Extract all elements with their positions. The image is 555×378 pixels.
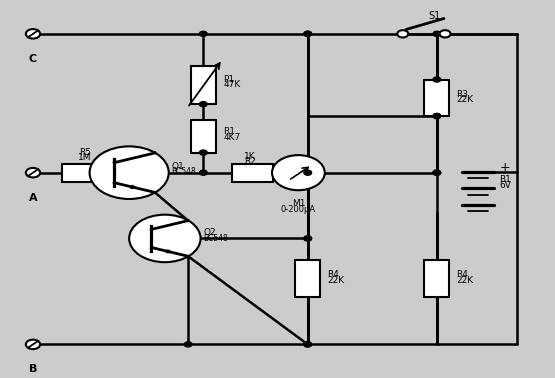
Circle shape — [304, 31, 311, 36]
Circle shape — [433, 170, 441, 175]
Circle shape — [26, 29, 40, 39]
Text: +: + — [500, 161, 510, 174]
Text: 22K: 22K — [327, 276, 345, 285]
Circle shape — [184, 342, 192, 347]
Circle shape — [199, 170, 207, 175]
Circle shape — [199, 31, 207, 36]
Text: 22K: 22K — [457, 95, 474, 104]
Text: 22K: 22K — [457, 276, 474, 285]
Circle shape — [433, 31, 441, 36]
Text: R4: R4 — [457, 271, 468, 279]
FancyArrow shape — [130, 185, 137, 188]
Text: BC548: BC548 — [203, 234, 228, 243]
Circle shape — [304, 236, 311, 241]
Text: 0-200μA: 0-200μA — [281, 205, 316, 214]
Circle shape — [26, 168, 40, 177]
Text: 6V: 6V — [500, 181, 511, 190]
Text: 47K: 47K — [223, 81, 240, 90]
Text: M1: M1 — [291, 199, 305, 208]
Bar — [232, 164, 274, 182]
Circle shape — [433, 77, 441, 82]
Circle shape — [440, 30, 451, 37]
Bar — [295, 260, 320, 297]
Circle shape — [26, 340, 40, 349]
Circle shape — [433, 113, 441, 119]
Text: S1: S1 — [428, 11, 441, 20]
Text: Q1: Q1 — [171, 161, 184, 170]
Text: B1: B1 — [500, 175, 511, 184]
FancyArrow shape — [166, 250, 172, 253]
Text: 1M: 1M — [78, 153, 92, 162]
Text: R3: R3 — [457, 90, 468, 99]
Bar — [191, 120, 216, 153]
Circle shape — [304, 31, 311, 36]
Bar — [424, 260, 450, 297]
Circle shape — [304, 342, 311, 347]
Circle shape — [433, 170, 441, 175]
Text: R5: R5 — [79, 148, 91, 157]
Bar — [191, 66, 216, 104]
Circle shape — [89, 146, 169, 199]
Text: A: A — [29, 193, 37, 203]
Text: R1: R1 — [223, 127, 235, 136]
Text: C: C — [29, 54, 37, 64]
Text: BC548: BC548 — [171, 167, 196, 177]
Text: R4: R4 — [327, 271, 339, 279]
Text: R2: R2 — [244, 157, 256, 166]
Circle shape — [433, 113, 441, 119]
Circle shape — [272, 155, 325, 190]
Circle shape — [304, 170, 311, 175]
Text: B: B — [29, 364, 37, 375]
Bar — [62, 164, 109, 182]
Text: P1: P1 — [223, 75, 234, 84]
Circle shape — [129, 215, 200, 262]
Circle shape — [304, 342, 311, 347]
Text: 4K7: 4K7 — [223, 133, 240, 142]
Text: 1K: 1K — [244, 152, 256, 161]
Circle shape — [397, 30, 408, 37]
Bar — [424, 79, 450, 116]
Circle shape — [304, 236, 311, 241]
Circle shape — [199, 150, 207, 155]
Circle shape — [199, 102, 207, 107]
Text: Q2: Q2 — [203, 228, 216, 237]
